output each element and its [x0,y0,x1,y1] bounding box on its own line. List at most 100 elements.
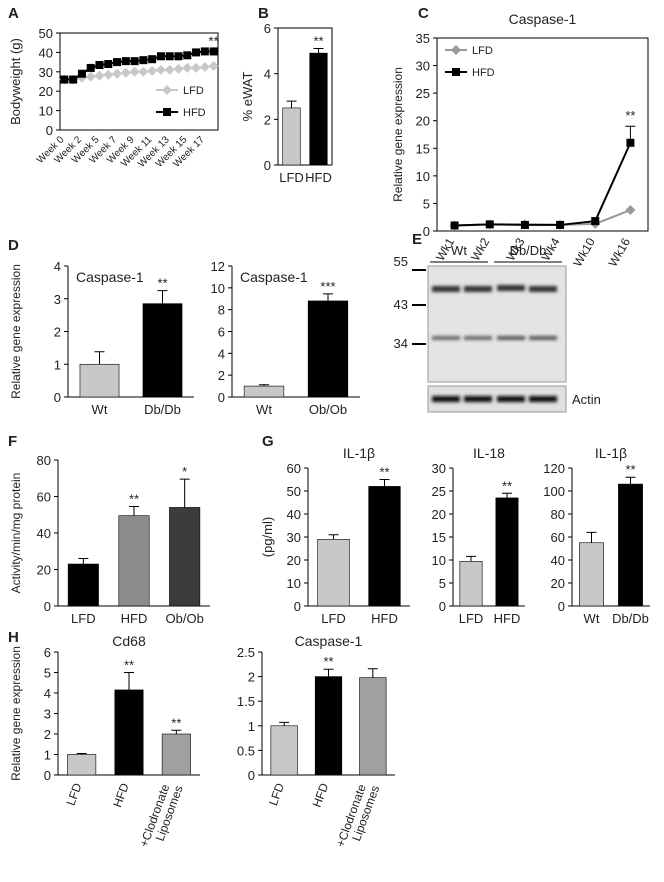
band [497,336,525,340]
error-bar [323,293,333,301]
legend-label: LFD [472,45,493,57]
y-tick-label: 4 [264,67,271,82]
marker [165,52,174,61]
bar [118,515,150,607]
x-tick-label: HFD [110,781,132,809]
significance: *** [320,279,335,294]
plot-frame [277,27,333,166]
x-tick-label: +Clodronate Liposomes [137,779,186,853]
error-bar [328,534,339,540]
y-axis-label: Bodyweight (g) [8,38,23,125]
x-tick-label: LFD [459,611,484,626]
y-tick-label: 50 [287,484,301,499]
panel-label: F [8,433,17,450]
legend-marker [162,85,172,95]
y-tick-label: 3 [54,292,61,307]
y-tick-label: 12 [211,259,225,274]
y-tick-label: 0 [294,599,301,614]
y-tick-label: 1 [44,748,51,763]
band [464,396,492,402]
y-tick-label: 10 [211,281,225,296]
significance: * [182,464,187,479]
chart-title: IL-1β [595,445,627,461]
marker [120,67,131,78]
error-bar [279,721,290,726]
error-bar [586,531,597,543]
bar [309,52,328,166]
significance: ** [502,478,512,493]
x-tick-label: LFD [266,781,287,807]
y-tick-label: 4 [54,259,61,274]
marker [200,47,209,56]
y-tick-label: 30 [416,59,430,74]
band-label: Actin [572,392,601,407]
y-tick-label: 2.5 [237,645,255,660]
bar [79,363,120,398]
y-tick-label: 8 [218,303,225,318]
y-axis-label: Relative gene expression [9,646,23,781]
marker [183,51,192,60]
y-tick-label: 40 [551,553,565,568]
bar [359,677,387,776]
y-tick-label: 10 [432,553,446,568]
y-tick-label: 5 [423,196,430,211]
marker [485,220,494,229]
y-tick-label: 20 [287,553,301,568]
significance: ** [157,276,167,291]
error-bar [157,290,168,304]
marker [625,205,636,216]
error-bar [124,672,134,690]
marker [556,220,565,229]
series-line [454,142,632,227]
bar [307,300,349,398]
error-bar [179,478,190,508]
band [529,396,557,402]
band [529,336,557,340]
y-tick-label: 0 [44,599,51,614]
y-tick-label: 1 [248,719,255,734]
y-tick-label: 0 [46,123,53,138]
x-tick-label: Wk4 [539,235,563,263]
y-tick-label: 1.5 [237,694,255,709]
marker [591,217,600,226]
marker [94,70,105,81]
band [529,286,557,292]
panel-label: H [8,629,19,646]
y-tick-label: 0 [248,768,255,783]
y-tick-label: 0 [423,224,430,239]
marker [173,63,184,74]
y-axis-label: (pg/ml) [260,517,275,557]
y-tick-label: 35 [416,31,430,46]
marker [95,61,104,70]
y-tick-label: 80 [551,507,565,522]
x-tick-label: Db/Db [612,611,649,626]
marker [164,64,175,75]
error-bar [625,476,636,485]
y-tick-label: 4 [44,686,51,701]
y-tick-label: 80 [37,453,51,468]
error-bar [259,384,269,387]
chart: 0 1 2 3 4 5 6 Relative gene expression Cd68 LFD HF… [9,633,200,853]
panel-label: D [8,237,19,254]
legend-label: LFD [183,85,204,97]
significance: ** [313,34,323,49]
bar [243,385,285,398]
bar [67,563,99,607]
y-tick-label: 60 [37,490,51,505]
y-tick-label: 10 [39,104,53,119]
y-tick-label: 120 [543,461,565,476]
marker [148,55,157,64]
y-tick-label: 2 [44,727,51,742]
chart: 0 2 4 6 8 10 12 Caspase-1 Wt Ob/Ob *** [211,259,360,417]
y-tick-label: 5 [44,666,51,681]
y-tick-label: 0 [218,390,225,405]
error-bar [129,506,139,516]
marker [209,47,218,56]
bar [495,497,519,607]
bar [67,754,97,776]
error-bar [379,479,390,487]
y-axis-label: Relative gene expression [391,67,405,202]
chart: 0 0.5 1 1.5 2 2.5 Caspase-1 LFD HFD +Clodronate L… [237,633,395,849]
y-tick-label: 6 [218,325,225,340]
chart: 0 2 4 6 % eWAT LFD HFD ** [240,21,333,185]
